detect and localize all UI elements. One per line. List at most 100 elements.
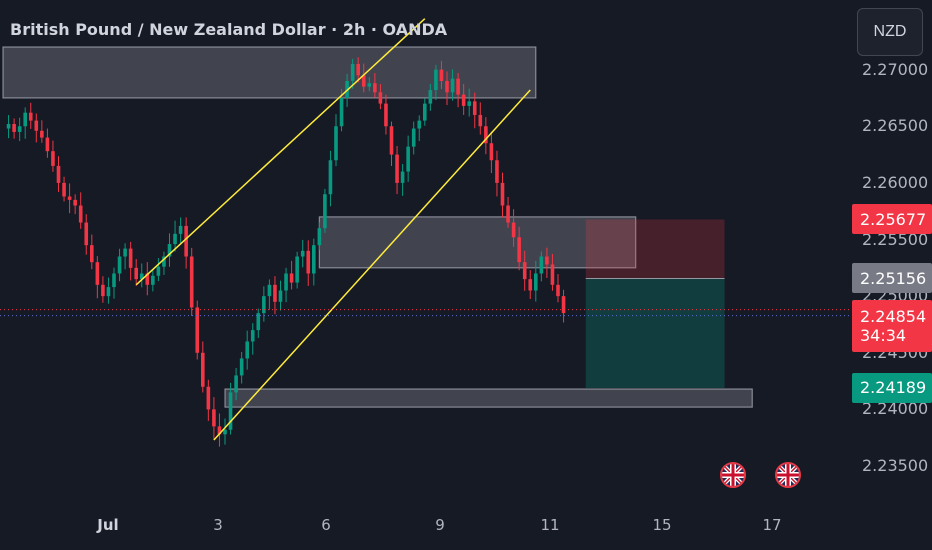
candle-body	[278, 290, 283, 302]
candle-body	[417, 120, 422, 129]
candle-body	[262, 296, 266, 314]
candle-body	[350, 63, 355, 81]
time-tick-label: 11	[540, 516, 560, 534]
candle-body	[173, 233, 177, 245]
candle-body	[389, 126, 394, 155]
candle-body	[312, 245, 316, 274]
candle-body	[112, 273, 116, 288]
candle-body	[51, 151, 55, 166]
candle-body	[550, 264, 555, 285]
supply-demand-zone-1	[318, 216, 637, 269]
candle-body	[539, 256, 544, 274]
candle-body	[317, 228, 322, 246]
candle-body	[411, 128, 416, 147]
price-tick-label: 2.24000	[862, 399, 929, 419]
candle-body	[134, 267, 138, 280]
price-tick-label: 2.26500	[862, 116, 929, 136]
candle-body	[339, 97, 344, 127]
stop-loss-zone	[585, 219, 725, 279]
candle-body	[328, 160, 333, 195]
time-tick-label: 15	[652, 516, 672, 534]
candle-body	[489, 143, 494, 161]
candle-body	[189, 256, 194, 308]
candle-body	[62, 182, 66, 197]
price-tick-label: 2.23500	[862, 456, 929, 476]
candle-body	[456, 78, 460, 95]
candle-body	[439, 69, 444, 81]
candle-body	[450, 78, 455, 93]
candle-body	[461, 94, 466, 106]
candle-body	[406, 146, 410, 172]
candle-body	[522, 262, 527, 280]
candle-body	[556, 284, 560, 297]
candle-body	[228, 392, 233, 430]
candle-body	[123, 248, 127, 257]
candle-body	[511, 222, 516, 238]
candle-body	[561, 296, 566, 314]
candle-body	[384, 103, 388, 127]
candle-body	[467, 101, 471, 106]
candle-body	[267, 284, 272, 297]
candle-body	[256, 313, 261, 331]
candle-body	[428, 90, 433, 104]
candle-body	[139, 273, 144, 280]
candle-body	[40, 130, 44, 138]
time-tick-label: Jul	[97, 516, 119, 534]
candle-body	[306, 250, 311, 274]
uk-flag-icon[interactable]	[775, 462, 801, 488]
candle-body	[506, 205, 510, 223]
candle-body	[67, 196, 72, 200]
candle-body	[217, 426, 222, 435]
candle-body	[289, 273, 294, 283]
candle-body	[284, 273, 288, 291]
candle-body	[212, 409, 216, 427]
candles-layer	[6, 57, 566, 447]
candle-body	[517, 237, 521, 263]
candle-body	[273, 284, 277, 302]
candle-body	[17, 126, 22, 132]
candle-body	[472, 101, 477, 115]
candle-body	[106, 287, 111, 297]
candle-body	[167, 244, 172, 257]
candle-body	[367, 83, 372, 87]
candle-body	[28, 112, 33, 121]
candle-body	[528, 279, 533, 291]
bar-countdown: 34:34	[860, 325, 907, 345]
position-layer	[585, 219, 725, 388]
uk-flag-icon[interactable]	[720, 462, 746, 488]
candle-body	[295, 256, 299, 283]
candle-body	[223, 429, 227, 435]
candle-body	[195, 307, 200, 353]
supply-demand-zone-2	[224, 388, 753, 408]
candle-body	[56, 165, 61, 183]
candle-body	[300, 250, 305, 257]
candle-body	[239, 358, 244, 376]
price-tick-label: 2.25500	[862, 229, 929, 249]
time-tick-label: 3	[213, 516, 223, 534]
candle-body	[356, 63, 360, 76]
candle-body	[478, 114, 483, 127]
candle-body	[45, 137, 50, 152]
candle-body	[145, 273, 150, 285]
candle-body	[23, 112, 27, 127]
candle-body	[128, 248, 133, 268]
price-badge: 2.24189	[852, 372, 932, 403]
candle-body	[95, 262, 100, 285]
candle-body	[34, 120, 39, 131]
price-tick-label: 2.26000	[862, 172, 929, 192]
candle-body	[178, 225, 183, 234]
candle-body	[545, 256, 549, 265]
candle-body	[434, 69, 438, 91]
currency-button[interactable]: NZD	[857, 8, 923, 56]
time-tick-label: 9	[435, 516, 445, 534]
candle-body	[206, 386, 211, 410]
time-tick-label: 6	[321, 516, 331, 534]
supply-demand-zone-0	[2, 46, 537, 99]
candle-body	[445, 80, 449, 93]
candle-body	[6, 124, 11, 129]
candle-body	[90, 245, 94, 263]
price-badge: 2.25156	[852, 263, 932, 294]
candle-body	[73, 199, 77, 206]
candle-body	[234, 375, 238, 393]
